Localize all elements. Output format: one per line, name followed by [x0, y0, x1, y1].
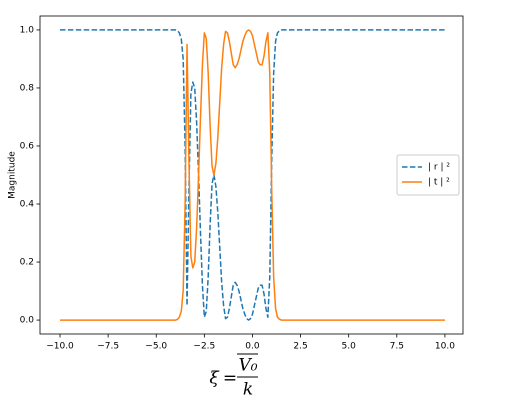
y-tick-label: 0.8 [20, 83, 35, 93]
y-tick-label: 1.0 [20, 25, 35, 35]
x-tick-label: 10.0 [435, 342, 455, 352]
x-tick-label: 2.5 [293, 342, 307, 352]
x-tick-label: 0.0 [245, 342, 260, 352]
x-tick-label: −5.0 [145, 342, 167, 352]
xlabel-equals: = [223, 369, 237, 389]
y-tick-label: 0.6 [20, 141, 35, 151]
x-tick-label: 7.5 [390, 342, 404, 352]
y-tick-label: 0.0 [20, 316, 35, 326]
xlabel-symbol: ξ [209, 369, 220, 389]
x-tick-label: 5.0 [342, 342, 357, 352]
legend-label: | t | ² [428, 178, 450, 188]
legend-label: | r | ² [428, 163, 450, 173]
xlabel-numerator: V₀ [238, 356, 257, 376]
series-line [60, 29, 445, 321]
series-line [60, 29, 445, 321]
x-axis-label: ξ = V₀ k [209, 353, 258, 400]
x-tick-label: −7.5 [97, 342, 119, 352]
legend: | r | ² | t | ² [396, 154, 460, 196]
y-tick-label: 0.2 [20, 258, 34, 268]
plot-frame [39, 15, 464, 335]
y-axis-label: Magnitude [8, 151, 18, 199]
legend-box [396, 154, 460, 196]
xlabel-denominator: k [243, 380, 253, 400]
y-tick-label: 0.4 [20, 200, 35, 210]
x-tick-label: −2.5 [193, 342, 215, 352]
x-tick-label: −10.0 [46, 342, 74, 352]
